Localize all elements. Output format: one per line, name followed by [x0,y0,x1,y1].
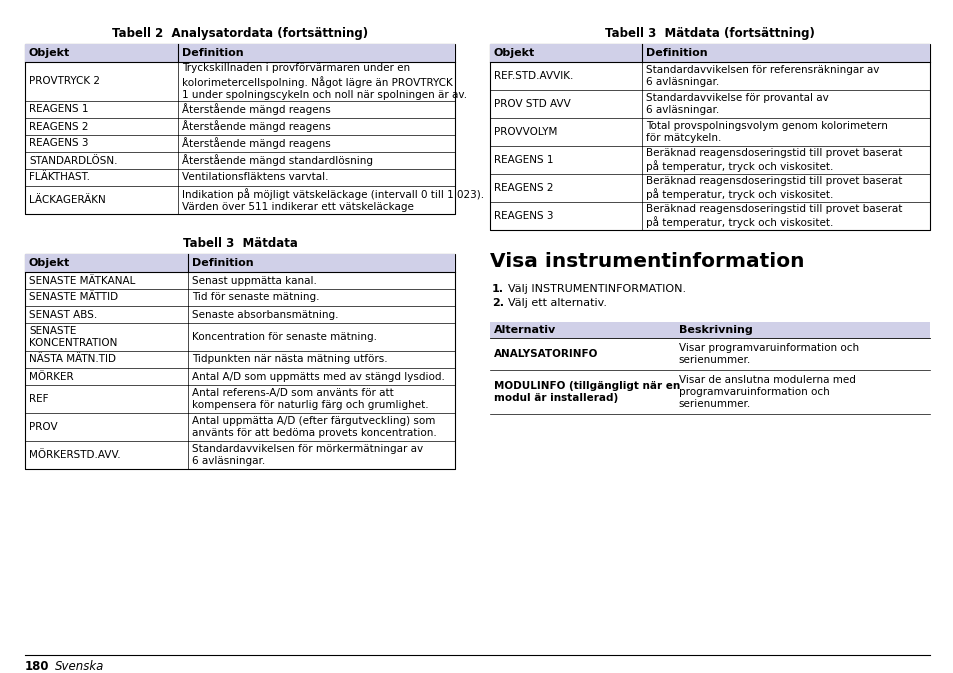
Bar [490,322,929,338]
Text: REAGENS 3: REAGENS 3 [494,211,553,221]
Text: REAGENS 3: REAGENS 3 [29,139,89,149]
Text: Återstående mängd reagens: Återstående mängd reagens [181,104,330,116]
Text: STANDARDLÖSN.: STANDARDLÖSN. [29,155,117,166]
Text: Återstående mängd standardlösning: Återstående mängd standardlösning [181,155,373,166]
Text: Antal referens-A/D som använts för att
kompensera för naturlig färg och grumligh: Antal referens-A/D som använts för att k… [193,388,429,411]
Text: Återstående mängd reagens: Återstående mängd reagens [181,137,330,149]
Text: REAGENS 1: REAGENS 1 [29,104,89,114]
Text: Total provspolningsvolym genom kolorimetern
för mätcykeln.: Total provspolningsvolym genom kolorimet… [645,120,886,143]
Bar [25,254,455,469]
Text: ANALYSATORINFO: ANALYSATORINFO [494,349,598,359]
Text: Tryckskillnaden i provförvärmaren under en
kolorimetercellspolning. Något lägre : Tryckskillnaden i provförvärmaren under … [181,63,466,100]
Text: Senast uppmätta kanal.: Senast uppmätta kanal. [193,275,317,285]
Text: MÖRKER: MÖRKER [29,371,73,382]
Text: Välj INSTRUMENTINFORMATION.: Välj INSTRUMENTINFORMATION. [507,284,685,294]
Text: PROVVOLYM: PROVVOLYM [494,127,557,137]
Text: Standardavvikelse för provantal av
6 avläsningar.: Standardavvikelse för provantal av 6 avl… [645,93,828,115]
Text: REAGENS 2: REAGENS 2 [494,183,553,193]
Text: Välj ett alternativ.: Välj ett alternativ. [507,298,606,308]
Bar [25,254,455,272]
Text: PROVTRYCK 2: PROVTRYCK 2 [29,77,100,87]
Text: Definition: Definition [645,48,707,58]
Text: Visar de anslutna modulerna med
programvaruinformation och
serienummer.: Visar de anslutna modulerna med programv… [679,375,855,409]
Text: Antal uppmätta A/D (efter färgutveckling) som
använts för att bedöma provets kon: Antal uppmätta A/D (efter färgutveckling… [193,416,436,438]
Bar [490,44,929,62]
Text: NÄSTA MÄTN.TID: NÄSTA MÄTN.TID [29,355,116,365]
Bar [25,44,455,62]
Text: Standardavvikelsen för mörkermätningar av
6 avläsningar.: Standardavvikelsen för mörkermätningar a… [193,444,423,466]
Text: Tabell 3  Mätdata (fortsättning): Tabell 3 Mätdata (fortsättning) [604,27,814,40]
Text: SENASTE MÄTTID: SENASTE MÄTTID [29,293,118,302]
Text: Tabell 3  Mätdata: Tabell 3 Mätdata [182,237,297,250]
Text: Objekt: Objekt [29,48,71,58]
Text: Alternativ: Alternativ [494,325,556,335]
Text: Definition: Definition [193,258,253,268]
Text: MODULINFO (tillgängligt när en
modul är installerad): MODULINFO (tillgängligt när en modul är … [494,381,679,403]
Text: Senaste absorbansmätning.: Senaste absorbansmätning. [193,310,338,320]
Text: SENASTE MÄTKANAL: SENASTE MÄTKANAL [29,275,135,285]
Text: Återstående mängd reagens: Återstående mängd reagens [181,120,330,133]
Text: Beskrivning: Beskrivning [679,325,752,335]
Text: PROV STD AVV: PROV STD AVV [494,99,570,109]
Text: Definition: Definition [181,48,243,58]
Text: Svenska: Svenska [55,660,104,673]
Text: Standardavvikelsen för referensräkningar av
6 avläsningar.: Standardavvikelsen för referensräkningar… [645,65,879,87]
Bar [490,44,929,230]
Text: Koncentration för senaste mätning.: Koncentration för senaste mätning. [193,332,377,342]
Text: FLÄKTHAST.: FLÄKTHAST. [29,172,90,182]
Text: Indikation på möjligt vätskeläckage (intervall 0 till 1 023).
Värden över 511 in: Indikation på möjligt vätskeläckage (int… [181,188,483,212]
Text: 180: 180 [25,660,50,673]
Bar [25,44,455,214]
Text: 2.: 2. [492,298,503,308]
Text: SENAST ABS.: SENAST ABS. [29,310,97,320]
Text: REF.STD.AVVIK.: REF.STD.AVVIK. [494,71,573,81]
Text: PROV: PROV [29,422,57,432]
Text: Visar programvaruinformation och
serienummer.: Visar programvaruinformation och serienu… [679,343,858,365]
Text: REF: REF [29,394,49,404]
Text: Antal A/D som uppmätts med av stängd lysdiod.: Antal A/D som uppmätts med av stängd lys… [193,371,445,382]
Text: Ventilationsfläktens varvtal.: Ventilationsfläktens varvtal. [181,172,328,182]
Text: LÄCKAGERÄKN: LÄCKAGERÄKN [29,195,106,205]
Text: MÖRKERSTD.AVV.: MÖRKERSTD.AVV. [29,450,120,460]
Text: 1.: 1. [492,284,503,294]
Text: Tabell 2  Analysatordata (fortsättning): Tabell 2 Analysatordata (fortsättning) [112,27,368,40]
Text: Beräknad reagensdoseringstid till provet baserat
på temperatur, tryck och viskos: Beräknad reagensdoseringstid till provet… [645,203,902,228]
Text: REAGENS 2: REAGENS 2 [29,122,89,131]
Text: Visa instrumentinformation: Visa instrumentinformation [490,252,803,271]
Text: Tidpunkten när nästa mätning utförs.: Tidpunkten när nästa mätning utförs. [193,355,388,365]
Text: Objekt: Objekt [494,48,535,58]
Text: Beräknad reagensdoseringstid till provet baserat
på temperatur, tryck och viskos: Beräknad reagensdoseringstid till provet… [645,176,902,201]
Text: Objekt: Objekt [29,258,71,268]
Text: REAGENS 1: REAGENS 1 [494,155,553,165]
Text: Tid för senaste mätning.: Tid för senaste mätning. [193,293,319,302]
Text: SENASTE
KONCENTRATION: SENASTE KONCENTRATION [29,326,117,348]
Text: Beräknad reagensdoseringstid till provet baserat
på temperatur, tryck och viskos: Beräknad reagensdoseringstid till provet… [645,147,902,172]
